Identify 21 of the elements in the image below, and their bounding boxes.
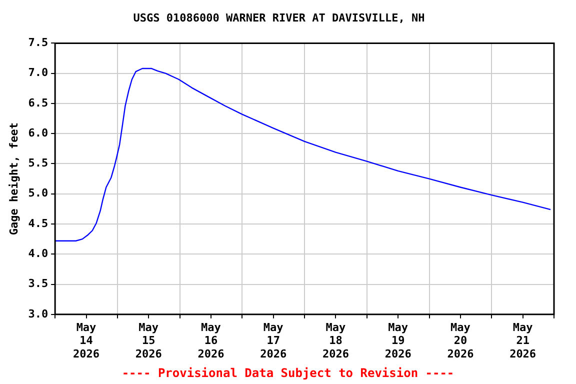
chart-title: USGS 01086000 WARNER RIVER AT DAVISVILLE, NH xyxy=(133,11,425,24)
text: ---- Provisional Data Subject to Revision ---- xyxy=(122,366,454,380)
y-tick-label: 5.5 xyxy=(28,156,48,170)
x-tick-label: May 15 2026 xyxy=(135,320,162,360)
y-tick-label: 4.5 xyxy=(28,216,48,230)
x-tick-label: May 14 2026 xyxy=(73,320,100,360)
y-tick-label: 6.0 xyxy=(28,126,48,140)
x-tick-label: May 18 2026 xyxy=(322,320,350,360)
x-tick-label: May 16 2026 xyxy=(198,320,225,360)
x-tick-label: May 17 2026 xyxy=(260,320,287,360)
x-tick-label: May 21 2026 xyxy=(510,320,536,360)
y-tick-label: 7.5 xyxy=(28,36,48,50)
y-tick-label: 4.0 xyxy=(28,246,48,260)
x-tick-label: May 20 2026 xyxy=(447,320,474,360)
y-tick-label: 7.0 xyxy=(28,66,48,80)
y-axis-title: Gage height, feet xyxy=(7,122,20,236)
y-tick-label: 5.0 xyxy=(28,186,48,200)
y-tick-label: 3.0 xyxy=(28,307,48,320)
y-tick-label: 3.5 xyxy=(28,277,48,290)
x-tick-label: May 19 2026 xyxy=(384,320,412,360)
y-tick-label: 6.5 xyxy=(28,96,48,110)
